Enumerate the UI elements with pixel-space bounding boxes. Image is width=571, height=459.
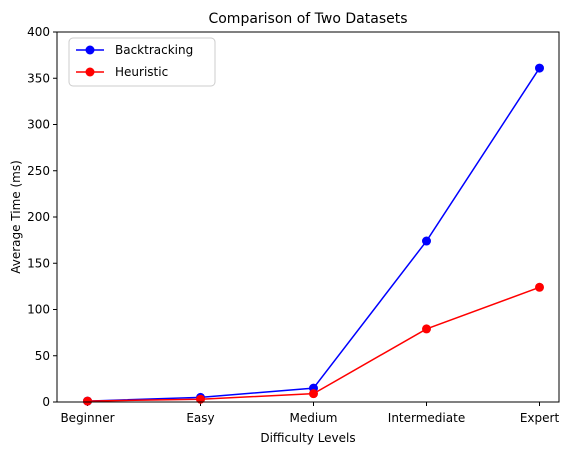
legend-box: [68, 37, 216, 87]
backtracking-point: [535, 63, 544, 73]
x-tick-label: Intermediate: [388, 411, 465, 425]
y-tick-label: 150: [27, 256, 50, 270]
y-axis-ticks: 0 50 100 150 200 250 300 350 400: [27, 25, 57, 409]
x-axis-ticks: Beginner Easy Medium Intermediate Expert: [60, 402, 559, 425]
plot-frame: [56, 31, 560, 403]
x-tick-label: Medium: [290, 411, 338, 425]
legend-heuristic-marker: [85, 67, 95, 77]
heuristic-point: [535, 282, 544, 292]
backtracking-line: [87, 67, 541, 402]
legend-heuristic-label: Heuristic: [115, 65, 168, 79]
y-tick-label: 300: [27, 118, 50, 132]
x-tick-label: Easy: [186, 411, 214, 425]
x-axis-label: Difficulty Levels: [260, 431, 355, 445]
x-tick-label: Beginner: [60, 411, 114, 425]
heuristic-point: [83, 396, 92, 406]
backtracking-point: [422, 236, 431, 246]
y-tick-label: 350: [27, 71, 50, 85]
x-tick-label: Expert: [520, 411, 560, 425]
y-tick-label: 0: [42, 395, 50, 409]
series-layer: [83, 63, 544, 406]
legend-items: Backtracking Heuristic: [76, 43, 193, 79]
legend-backtracking-label: Backtracking: [115, 43, 193, 57]
legend: Backtracking Heuristic: [68, 37, 216, 87]
y-axis-label: Average Time (ms): [9, 160, 23, 274]
heuristic-point: [196, 394, 205, 404]
y-tick-label: 400: [27, 25, 50, 39]
y-tick-label: 250: [27, 164, 50, 178]
heuristic-point: [422, 324, 431, 334]
y-tick-label: 50: [35, 349, 50, 363]
y-tick-label: 100: [27, 303, 50, 317]
legend-backtracking-marker: [85, 45, 95, 55]
chart-title: Comparison of Two Datasets: [208, 11, 407, 27]
heuristic-point: [309, 389, 318, 399]
y-tick-label: 200: [27, 210, 50, 224]
